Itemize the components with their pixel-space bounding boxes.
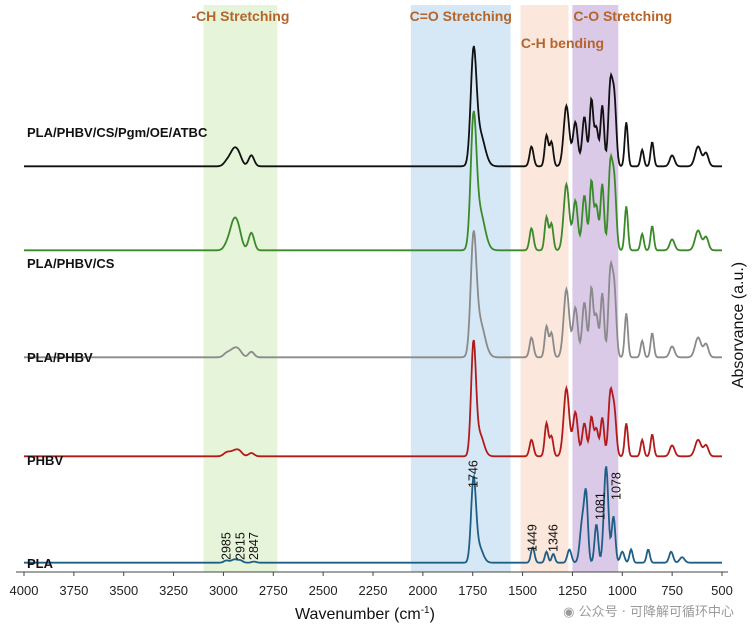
region-band — [203, 5, 278, 572]
x-tick-label: 2500 — [309, 583, 338, 598]
x-axis-title: Wavenumber (cm-1) — [295, 605, 435, 623]
x-tick-label: 1750 — [458, 583, 487, 598]
series-label: PLA — [27, 556, 54, 571]
peak-label: 2847 — [247, 532, 261, 560]
x-tick-label: 500 — [711, 583, 733, 598]
x-tick-label: 3000 — [209, 583, 238, 598]
region-label: -CH Stretching — [191, 8, 289, 24]
x-tick-label: 2750 — [259, 583, 288, 598]
peak-label: 1346 — [546, 524, 560, 552]
x-tick-label: 750 — [661, 583, 683, 598]
peak-label: 2985 — [219, 532, 233, 560]
region-band — [410, 5, 511, 572]
region-label: C-H bending — [521, 35, 604, 51]
watermark: ◉ 公众号 · 可降解可循环中心 — [563, 601, 734, 620]
peak-label: 2915 — [233, 532, 247, 560]
x-tick-label: 3750 — [59, 583, 88, 598]
peak-label: 1449 — [526, 524, 540, 552]
region-band — [520, 5, 569, 572]
x-tick-label: 3250 — [159, 583, 188, 598]
region-band — [572, 5, 619, 572]
y-axis-title: Absorvance (a.u.) — [730, 262, 747, 388]
series-line — [24, 466, 722, 564]
x-tick-label: 4000 — [10, 583, 39, 598]
series-label: PLA/PHBV/CS/Pgm/OE/ATBC — [27, 125, 208, 140]
x-axis: 4000 3750 3500 3250 3000 2750 2500 2250 2000 1750… — [10, 571, 733, 598]
series-label: PLA/PHBV/CS — [27, 256, 115, 271]
wechat-icon: ◉ — [563, 605, 579, 620]
watermark-text: 公众号 · 可降解可循环中心 — [578, 605, 734, 620]
x-tick-label: 1500 — [508, 583, 537, 598]
x-tick-label: 1250 — [558, 583, 587, 598]
peak-label: 1081 — [593, 492, 607, 520]
series-label: PLA/PHBV — [27, 350, 93, 365]
series-line — [24, 230, 722, 359]
peak-label: 1746 — [467, 460, 481, 488]
region-label: C-O Stretching — [573, 8, 672, 24]
x-tick-label: 3500 — [109, 583, 138, 598]
series-line — [24, 45, 722, 168]
region-label: C=O Stretching — [410, 8, 512, 24]
x-tick-label: 2250 — [359, 583, 388, 598]
x-tick-label: 2000 — [408, 583, 437, 598]
region-bands — [203, 5, 619, 572]
annotations: -CH Stretching C=O Stretching C-H bending C… — [27, 8, 672, 571]
spectra — [24, 45, 722, 564]
series-line — [24, 339, 722, 458]
series-label: PHBV — [27, 453, 63, 468]
x-tick-label: 1000 — [608, 583, 637, 598]
series-line — [24, 110, 722, 252]
peak-label: 1078 — [609, 472, 623, 500]
